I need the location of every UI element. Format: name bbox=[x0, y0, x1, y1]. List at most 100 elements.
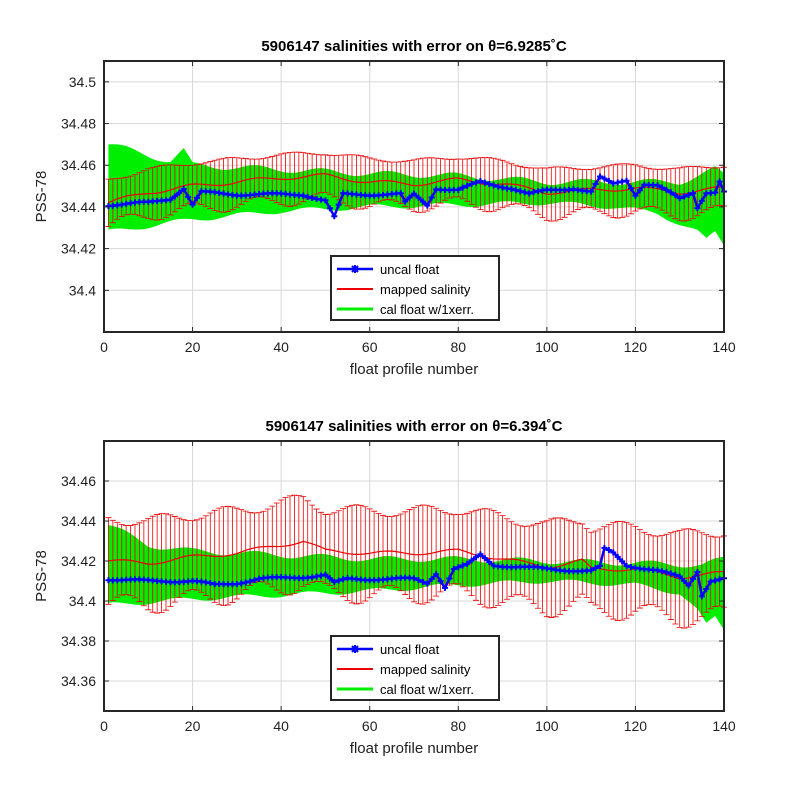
uncal-point bbox=[588, 188, 595, 195]
uncal-point bbox=[712, 189, 719, 196]
legend-label: cal float w/1xerr. bbox=[380, 682, 474, 697]
x-tick-label: 0 bbox=[100, 718, 108, 734]
uncal-point bbox=[468, 557, 475, 564]
uncal-point bbox=[659, 184, 665, 191]
uncal-point bbox=[681, 193, 688, 200]
uncal-point bbox=[605, 177, 612, 184]
x-axis-label: float profile number bbox=[350, 740, 478, 757]
x-tick-label: 40 bbox=[273, 339, 289, 355]
uncal-point bbox=[601, 544, 608, 551]
uncal-point bbox=[481, 179, 488, 186]
uncal-point bbox=[477, 178, 484, 185]
uncal-point bbox=[450, 566, 457, 573]
uncal-point bbox=[588, 567, 595, 574]
uncal-point bbox=[698, 197, 705, 204]
series-mapped-salinity bbox=[108, 173, 725, 204]
uncal-point bbox=[707, 578, 714, 585]
uncal-point bbox=[331, 578, 338, 585]
uncal-point bbox=[632, 192, 639, 199]
uncal-point bbox=[437, 578, 444, 585]
uncal-point bbox=[672, 571, 679, 578]
uncal-point bbox=[592, 181, 599, 188]
uncal-point bbox=[486, 180, 493, 187]
y-axis-label: PSS-78 bbox=[33, 171, 50, 223]
uncal-point bbox=[610, 549, 617, 556]
x-tick-label: 140 bbox=[712, 718, 736, 734]
uncal-point bbox=[636, 187, 643, 194]
uncal-point bbox=[446, 575, 453, 582]
uncal-point bbox=[322, 197, 329, 204]
uncal-point bbox=[517, 188, 524, 195]
uncal-point bbox=[685, 582, 692, 589]
uncal-point bbox=[490, 182, 497, 189]
uncal-point bbox=[242, 579, 249, 586]
x-tick-label: 80 bbox=[450, 718, 466, 734]
uncal-point bbox=[698, 593, 705, 600]
uncal-point bbox=[464, 560, 471, 567]
uncal-point bbox=[619, 558, 626, 565]
uncal-point bbox=[486, 558, 493, 565]
uncal-point bbox=[521, 189, 528, 196]
uncal-point bbox=[676, 195, 683, 202]
uncal-point bbox=[663, 569, 670, 576]
x-tick-label: 0 bbox=[100, 339, 108, 355]
plot-frame bbox=[103, 60, 725, 333]
uncal-point bbox=[473, 179, 479, 186]
uncal-point bbox=[411, 190, 417, 197]
uncal-point bbox=[481, 555, 488, 562]
x-tick-label: 40 bbox=[273, 718, 289, 734]
uncal-markers bbox=[105, 544, 727, 600]
x-tick-label: 80 bbox=[450, 339, 466, 355]
uncal-point bbox=[614, 553, 621, 560]
x-tick-label: 120 bbox=[624, 718, 648, 734]
uncal-point bbox=[419, 578, 426, 585]
y-tick-label: 34.42 bbox=[61, 553, 96, 569]
y-tick-label: 34.38 bbox=[61, 633, 96, 649]
uncal-point bbox=[340, 576, 347, 583]
x-tick-label: 20 bbox=[185, 339, 201, 355]
x-tick-label: 100 bbox=[535, 718, 559, 734]
uncal-point bbox=[703, 586, 710, 593]
legend-marker-uncal bbox=[351, 265, 359, 273]
chart-title: 5906147 salinities with error on θ=6.394… bbox=[266, 418, 563, 435]
uncal-point bbox=[455, 564, 462, 571]
uncal-point bbox=[424, 202, 431, 209]
uncal-point bbox=[331, 213, 338, 220]
uncal-point bbox=[419, 198, 426, 205]
uncal-point bbox=[335, 577, 342, 584]
x-tick-label: 60 bbox=[362, 718, 378, 734]
uncal-point bbox=[601, 175, 608, 182]
uncal-point bbox=[690, 190, 696, 197]
uncal-point bbox=[597, 562, 603, 569]
y-tick-label: 34.48 bbox=[61, 116, 96, 132]
uncal-point bbox=[247, 578, 254, 585]
y-tick-label: 34.4 bbox=[69, 282, 96, 298]
uncal-point bbox=[171, 193, 178, 200]
legend-label: mapped salinity bbox=[380, 662, 471, 677]
uncal-point bbox=[628, 185, 634, 192]
uncal-point bbox=[167, 196, 174, 203]
y-tick-label: 34.46 bbox=[61, 473, 96, 489]
uncal-point bbox=[433, 571, 440, 578]
uncal-point bbox=[464, 182, 471, 189]
uncal-point bbox=[667, 189, 674, 196]
uncal-point bbox=[185, 193, 192, 200]
uncal-point bbox=[428, 576, 435, 583]
uncal-point bbox=[455, 186, 462, 193]
uncal-point bbox=[592, 565, 599, 572]
uncal-point bbox=[530, 189, 537, 196]
plot-frame bbox=[103, 440, 725, 712]
uncal-point bbox=[428, 194, 435, 201]
uncal-point bbox=[468, 181, 475, 187]
chart-title: 5906147 salinities with error on θ=6.928… bbox=[261, 38, 567, 55]
uncal-point bbox=[473, 554, 479, 561]
y-tick-label: 34.4 bbox=[69, 593, 96, 609]
legend: uncal float mapped salinity cal float w/1x… bbox=[330, 635, 500, 701]
x-tick-label: 100 bbox=[535, 339, 559, 355]
uncal-point bbox=[251, 577, 258, 584]
uncal-point bbox=[716, 576, 723, 583]
uncal-point bbox=[322, 571, 329, 578]
uncal-point bbox=[207, 580, 214, 587]
legend-label: uncal float bbox=[380, 262, 440, 277]
uncal-point bbox=[477, 551, 484, 558]
